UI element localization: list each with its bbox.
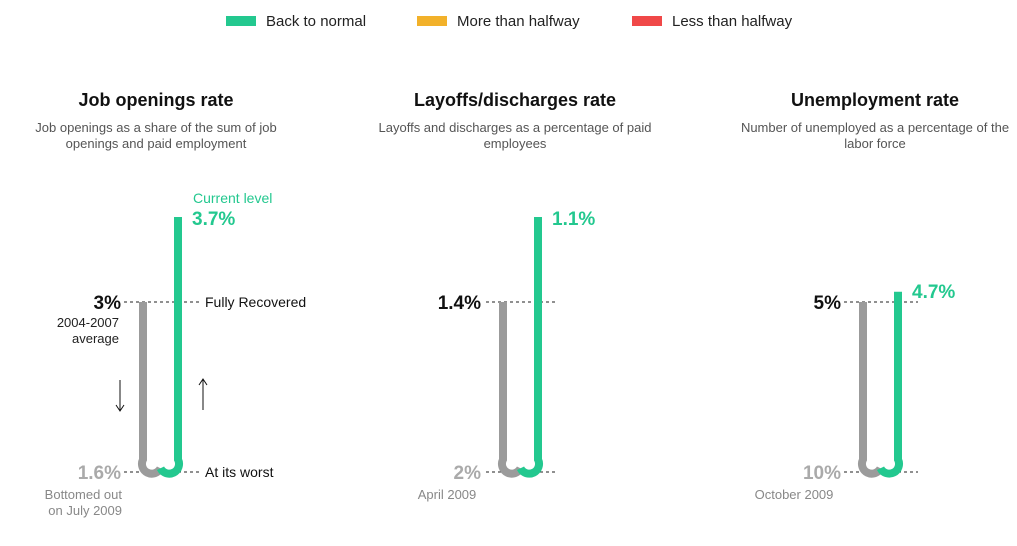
legend-item-back-to-normal: Back to normal	[226, 11, 366, 31]
worst-value-label: 2%	[454, 463, 482, 484]
fully-recovered-label: Fully Recovered	[205, 294, 306, 310]
at-its-worst-label: At its worst	[205, 464, 274, 480]
decline-path	[497, 302, 525, 478]
normal-value-label: 3%	[94, 293, 122, 314]
panel-title-layoffs: Layoffs/discharges rate	[413, 90, 617, 110]
legend-label: More than halfway	[457, 12, 580, 30]
up-arrow-head-icon	[198, 378, 208, 386]
legend-item-more-than-halfway: More than halfway	[417, 11, 580, 31]
worst-note-line2: on July 2009	[48, 503, 122, 518]
panel-subtitle-layoffs: Layoffs and discharges as a percentage o…	[378, 120, 652, 151]
worst-date-note: October 2009	[755, 487, 834, 502]
decline-path	[137, 302, 165, 478]
panel-subtitle-job-openings: Job openings as a share of the sum of jo…	[35, 120, 277, 151]
normal-note-line2: average	[72, 331, 119, 346]
current-level-label: Current level	[193, 190, 272, 206]
legend-swatch-green	[226, 16, 256, 26]
normal-value-label: 1.4%	[438, 293, 481, 314]
legend-label: Back to normal	[266, 12, 367, 30]
legend: Back to normal More than halfway Less th…	[0, 11, 1017, 31]
current-value-label: 3.7%	[192, 209, 235, 230]
normal-value-label: 5%	[814, 293, 842, 314]
legend-swatch-orange	[417, 16, 447, 26]
panel-subtitle-unemployment: Number of unemployed as a percentage of …	[740, 120, 1010, 151]
worst-note-line1: Bottomed out	[45, 487, 123, 502]
worst-date-note: April 2009	[418, 487, 477, 502]
panel-title-unemployment: Unemployment rate	[790, 90, 960, 110]
decline-path	[857, 302, 885, 478]
panel-title-job-openings: Job openings rate	[78, 90, 234, 110]
current-value-label: 1.1%	[552, 209, 595, 230]
legend-label: Less than halfway	[672, 12, 793, 30]
current-value-label: 4.7%	[912, 282, 955, 303]
recovery-path	[156, 217, 184, 478]
legend-item-less-than-halfway: Less than halfway	[632, 11, 792, 31]
down-arrow-head-icon	[115, 404, 125, 412]
worst-value-label: 10%	[803, 463, 841, 484]
legend-swatch-red	[632, 16, 662, 26]
recovery-path	[876, 291, 904, 478]
worst-value-label: 1.6%	[78, 463, 121, 484]
normal-note-line1: 2004-2007	[57, 315, 119, 330]
recovery-path	[516, 217, 544, 478]
